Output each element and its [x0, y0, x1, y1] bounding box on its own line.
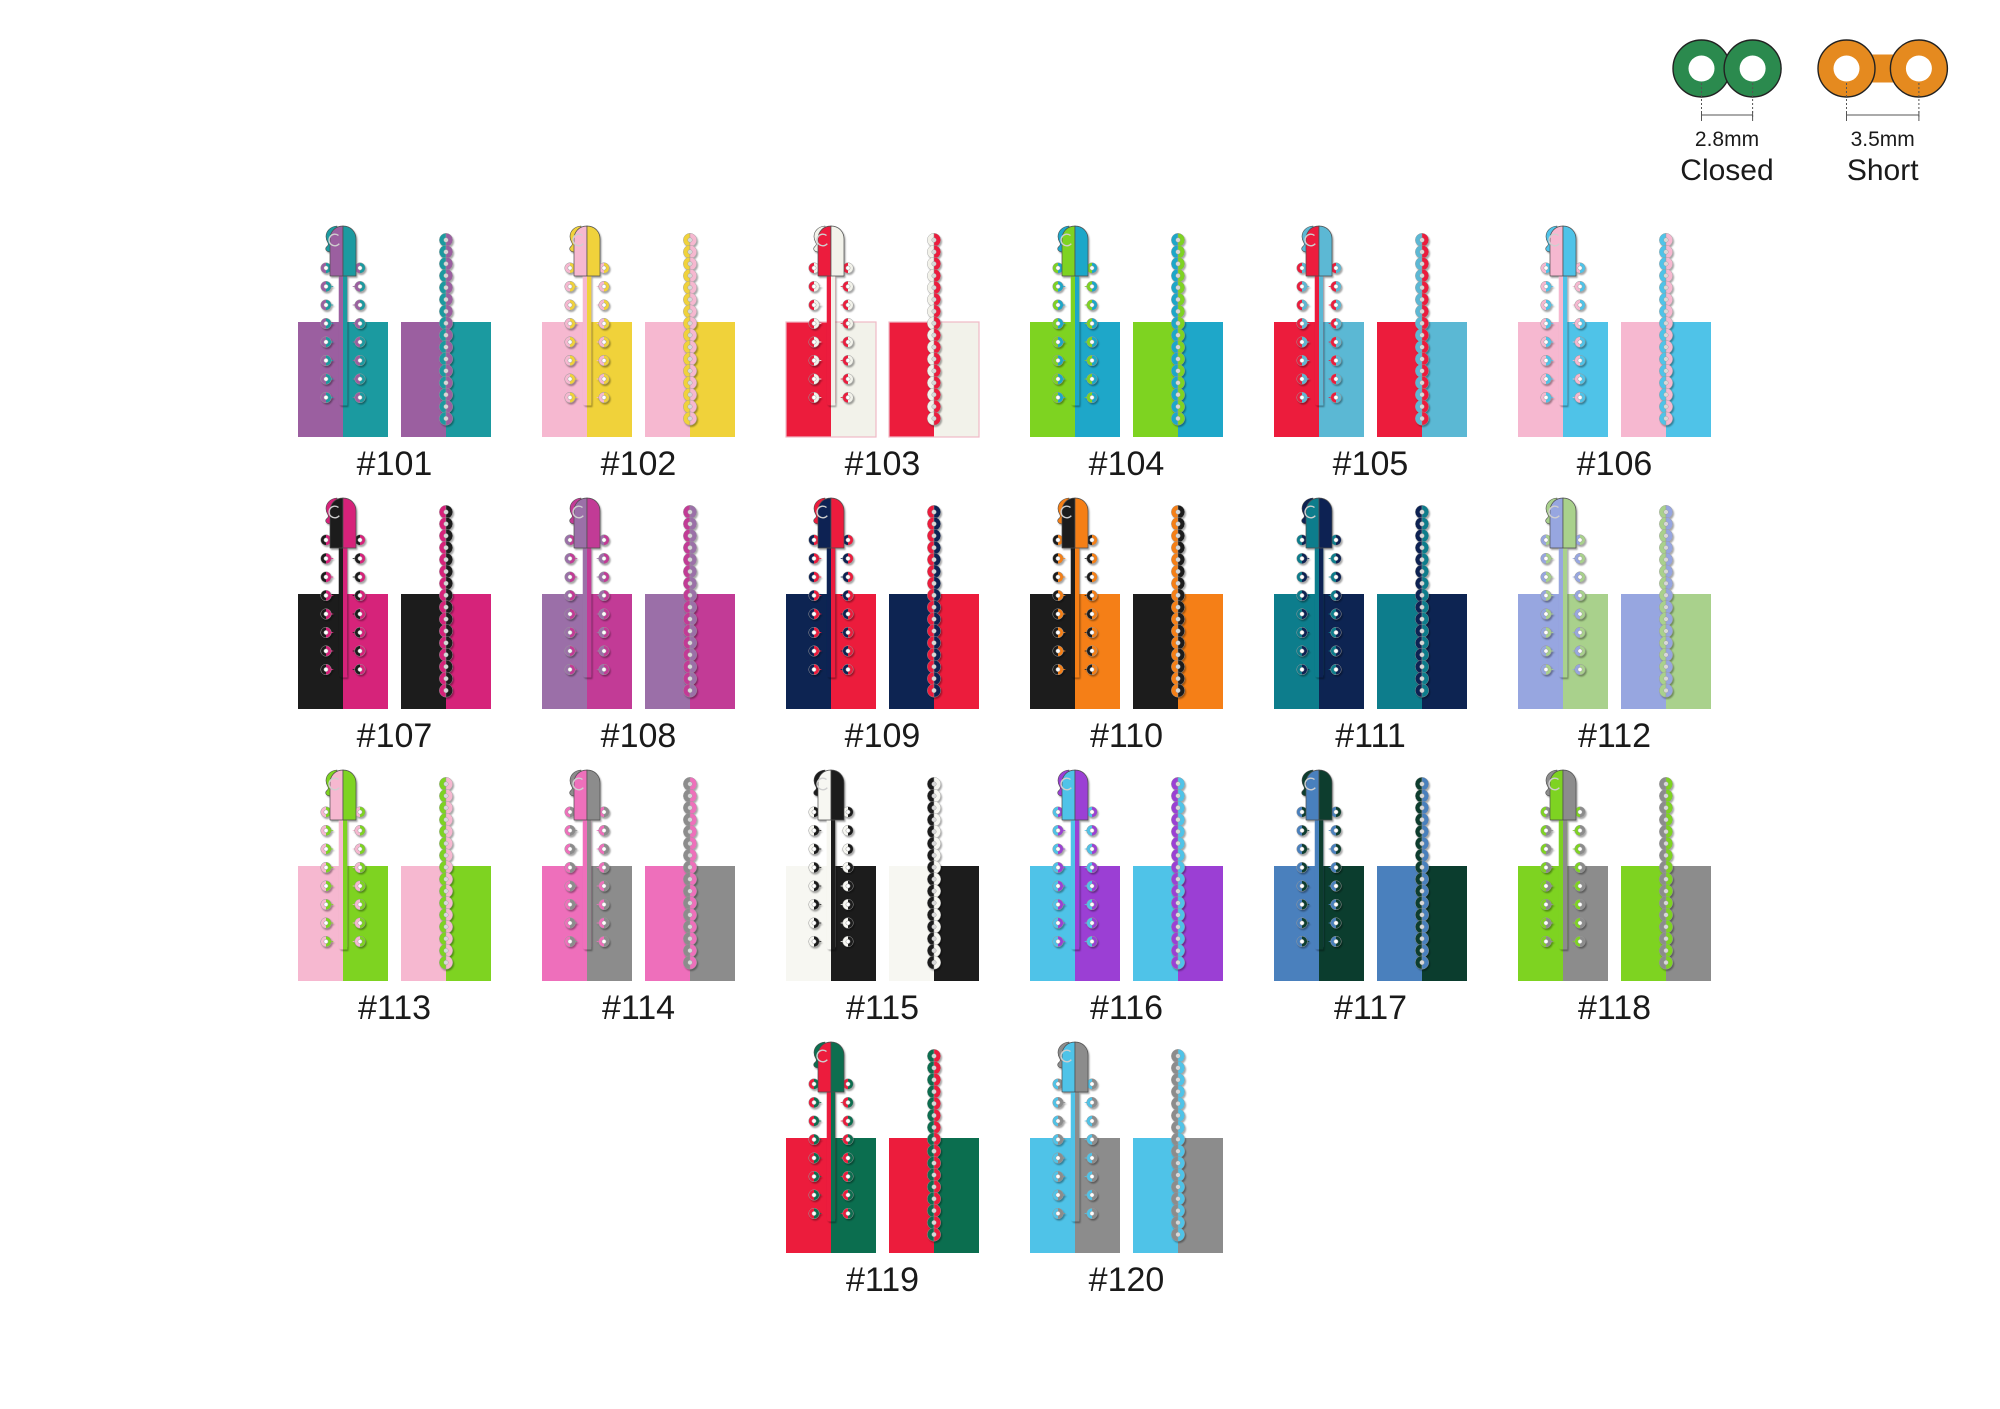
svg-text:#105: #105: [1333, 445, 1409, 483]
svg-text:Short: Short: [1847, 154, 1919, 187]
svg-text:#117: #117: [1334, 989, 1407, 1027]
svg-text:#112: #112: [1578, 717, 1651, 755]
svg-text:#106: #106: [1577, 445, 1653, 483]
svg-text:#120: #120: [1089, 1261, 1165, 1299]
svg-text:#107: #107: [357, 717, 433, 755]
svg-text:#109: #109: [845, 717, 921, 755]
svg-text:#114: #114: [602, 989, 675, 1027]
svg-text:#102: #102: [601, 445, 677, 483]
svg-text:Closed: Closed: [1680, 154, 1773, 187]
svg-text:#115: #115: [846, 989, 919, 1027]
svg-text:2.8mm: 2.8mm: [1695, 128, 1759, 151]
svg-text:3.5mm: 3.5mm: [1851, 128, 1915, 151]
svg-text:#116: #116: [1090, 989, 1163, 1027]
svg-text:#119: #119: [846, 1261, 919, 1299]
svg-text:#113: #113: [358, 989, 431, 1027]
svg-text:#110: #110: [1090, 717, 1163, 755]
svg-text:#111: #111: [1335, 717, 1406, 755]
svg-text:#103: #103: [845, 445, 921, 483]
svg-text:#104: #104: [1089, 445, 1165, 483]
svg-text:#101: #101: [357, 445, 433, 483]
svg-text:#108: #108: [601, 717, 677, 755]
svg-text:#118: #118: [1578, 989, 1651, 1027]
